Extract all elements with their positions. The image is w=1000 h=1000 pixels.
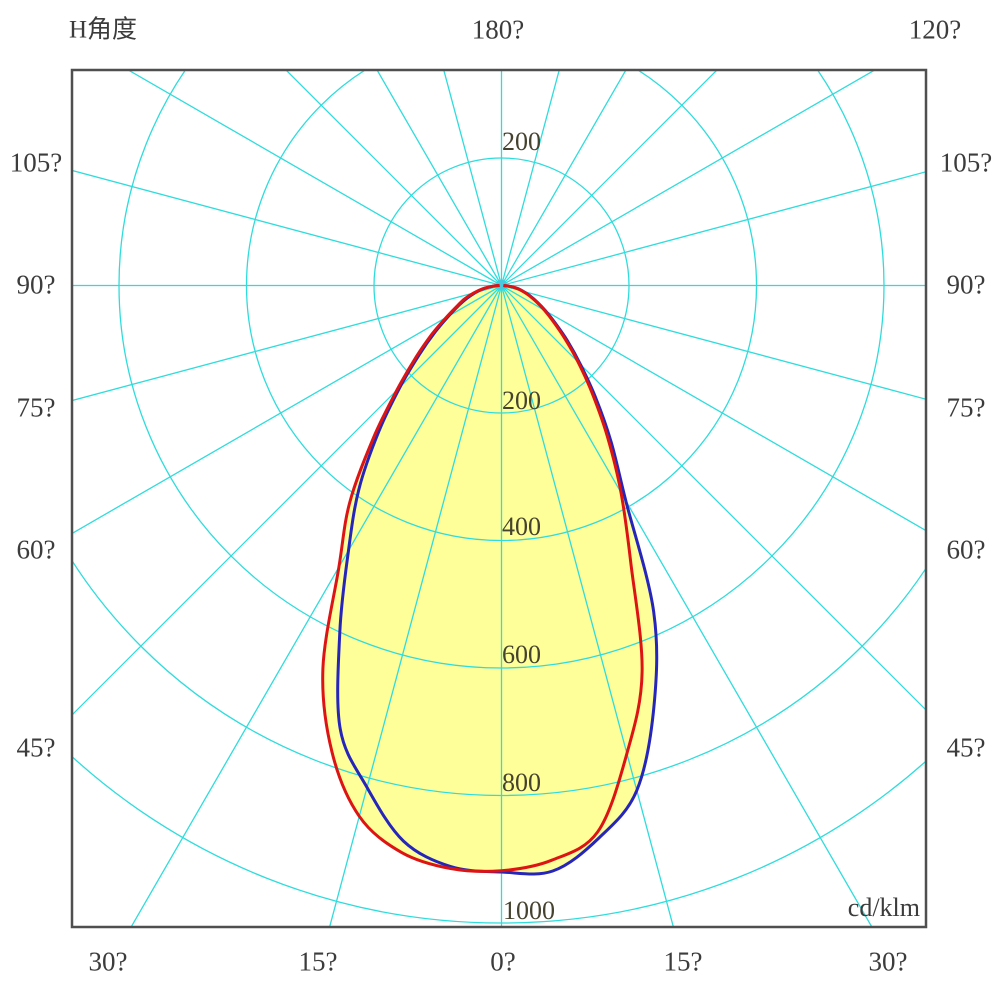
grid-ray bbox=[501, 284, 926, 532]
angle-label-left: 60? bbox=[16, 534, 56, 565]
grid-ray bbox=[501, 171, 926, 287]
angle-label-bottom: 30? bbox=[88, 946, 128, 977]
angle-label-top: 120? bbox=[908, 14, 962, 45]
grid-ray bbox=[328, 285, 503, 927]
angle-label-bottom: 15? bbox=[298, 946, 338, 977]
grid-ray bbox=[501, 285, 926, 711]
ring-value-label: 600 bbox=[502, 640, 541, 669]
plot-border bbox=[70, 68, 928, 929]
ring-value-label: 400 bbox=[502, 512, 541, 541]
grid-ring-800 bbox=[72, 559, 926, 796]
ring-value-label: 800 bbox=[502, 768, 541, 797]
unit-label: cd/klm bbox=[847, 893, 920, 922]
angle-label-left: 45? bbox=[16, 732, 56, 763]
grid-ring-200 bbox=[373, 157, 630, 414]
red-intensity-curve bbox=[321, 284, 644, 873]
beam-fill-blue-region bbox=[337, 285, 657, 875]
grid-ray bbox=[500, 285, 675, 927]
angle-label-right: 75? bbox=[946, 392, 986, 423]
grid-ray bbox=[443, 70, 503, 286]
angle-label-right: 90? bbox=[946, 269, 986, 300]
ring-value-label: 200 bbox=[502, 127, 541, 156]
grid-ray bbox=[72, 284, 502, 535]
angle-label-bottom: 30? bbox=[868, 946, 908, 977]
angle-label-top: 180? bbox=[471, 14, 525, 45]
angle-label-left: 105? bbox=[9, 147, 63, 178]
angle-label-left: 75? bbox=[16, 392, 56, 423]
grid-ray bbox=[285, 70, 502, 286]
angle-label-right: 60? bbox=[946, 534, 986, 565]
grid-ray bbox=[500, 70, 560, 286]
angle-label-right: 45? bbox=[946, 732, 986, 763]
ring-value-label: 200 bbox=[502, 386, 541, 415]
grid-ring-1000 bbox=[72, 755, 926, 924]
angle-label-bottom: 15? bbox=[663, 946, 703, 977]
grid-ray bbox=[501, 284, 926, 400]
grid-ray bbox=[501, 70, 877, 287]
grid-ray bbox=[126, 70, 502, 287]
page-title: H角度 bbox=[68, 16, 138, 44]
grid-ray bbox=[501, 70, 718, 286]
grid-ring-600 bbox=[118, 70, 885, 669]
grid-ray bbox=[72, 285, 502, 716]
grid-ray bbox=[130, 285, 503, 927]
grid-ray bbox=[72, 169, 502, 287]
grid-ray bbox=[72, 284, 502, 402]
ring-value-label: 1000 bbox=[503, 896, 555, 925]
angle-label-left: 90? bbox=[16, 269, 56, 300]
angle-label-right: 105? bbox=[939, 147, 993, 178]
angle-label-bottom: 0? bbox=[490, 946, 516, 977]
grid-ring-400 bbox=[245, 70, 758, 542]
